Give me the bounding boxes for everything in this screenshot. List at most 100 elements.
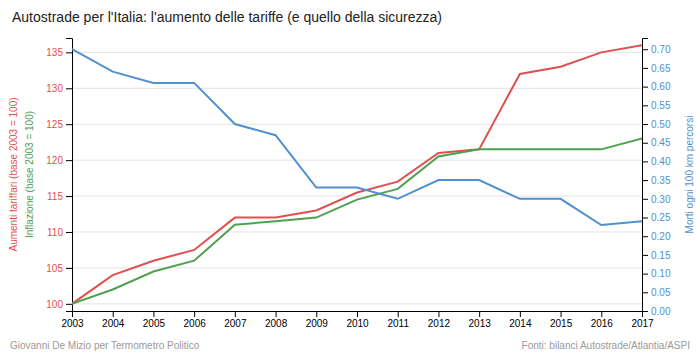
tick-label: 125 (46, 119, 63, 130)
tick-label: 115 (47, 191, 63, 202)
tick: 0.40 (642, 156, 671, 167)
tick: 2011 (387, 311, 409, 329)
tick-mark (66, 232, 72, 233)
tick-mark (438, 311, 439, 317)
tick: 2007 (224, 311, 247, 329)
tick: 110 (47, 227, 72, 238)
tick-mark (642, 68, 648, 69)
grid-line (72, 88, 642, 89)
tick-label: 2011 (387, 318, 409, 329)
tick: 105 (46, 263, 72, 274)
x-axis: 2003200420052006200720082009201020112012… (61, 311, 654, 329)
tick: 2015 (550, 311, 573, 329)
y2-axis: 0.000.050.100.150.200.250.300.350.400.45… (642, 39, 671, 317)
tick: 0.70 (642, 44, 671, 55)
grid-line (72, 231, 642, 232)
tick: 0.10 (642, 268, 671, 279)
tick: 0.45 (642, 137, 671, 148)
tick-label: 0.10 (651, 268, 671, 279)
tick-label: 0.30 (651, 194, 671, 205)
tick-mark (642, 274, 648, 275)
chart: 2003200420052006200720082009201020112012… (0, 0, 700, 355)
tick: 2008 (265, 311, 288, 329)
plot: 2003200420052006200720082009201020112012… (46, 39, 671, 330)
tick-label: 0.50 (651, 119, 671, 130)
tick-mark (642, 236, 648, 237)
tick-label: 0.55 (651, 100, 671, 111)
tick: 0.65 (642, 63, 671, 74)
tick-mark (642, 143, 648, 144)
footnote: Giovanni De Mizio per Termometro Politic… (10, 340, 200, 351)
tick-label: 135 (46, 47, 63, 58)
tick: 130 (46, 83, 72, 94)
tick: 115 (47, 191, 72, 202)
tick-label: 2015 (550, 318, 573, 329)
tick: 2003 (61, 311, 84, 329)
tick-mark (642, 87, 648, 88)
tick-label: 2003 (61, 318, 84, 329)
tick-mark (66, 304, 72, 305)
axis-label: Inflazione (base 2003 = 100) (24, 111, 35, 238)
tick: 2016 (591, 311, 614, 329)
tick: 0.25 (642, 212, 671, 223)
tick-label: 0.70 (651, 44, 671, 55)
series-line (72, 139, 642, 304)
title: Autostrade per l'Italia: l'aumento delle… (12, 9, 442, 25)
tick: 2006 (184, 311, 207, 329)
tick-mark (66, 88, 72, 89)
axis-label: Aumenti tariffari (base 2003 = 100) (8, 97, 19, 251)
grid-line (72, 160, 642, 161)
tick-label: 100 (46, 299, 63, 310)
tick-mark (642, 255, 648, 256)
tick: 0.60 (642, 81, 671, 92)
tick-mark (642, 180, 648, 181)
tick: 2004 (102, 311, 125, 329)
tick-mark (316, 311, 317, 317)
tick-mark (642, 105, 648, 106)
tick-label: 105 (46, 263, 63, 274)
tick: 125 (46, 119, 72, 130)
tick: 2013 (469, 311, 492, 329)
grid-line (72, 196, 642, 197)
tick: 0.00 (642, 306, 671, 317)
tick-mark (66, 52, 72, 53)
tick-label: 2006 (184, 318, 207, 329)
tick: 2010 (346, 311, 369, 329)
tick-mark (642, 218, 648, 219)
tick-label: 2004 (102, 318, 125, 329)
tick-label: 0.40 (651, 156, 671, 167)
tick: 100 (46, 299, 72, 310)
tick-mark (642, 292, 648, 293)
tick-mark (561, 311, 562, 317)
grid-line (72, 52, 642, 53)
tick-mark (398, 311, 399, 317)
tick: 0.20 (642, 231, 671, 242)
tick: 2014 (509, 311, 532, 329)
tick: 0.30 (642, 194, 671, 205)
tick-label: 2017 (631, 318, 654, 329)
tick-label: 0.15 (651, 250, 671, 261)
tick: 2005 (143, 311, 166, 329)
tick-mark (601, 311, 602, 317)
tick-label: 0.45 (651, 137, 671, 148)
axis-line (66, 39, 73, 312)
tick-label: 120 (46, 155, 63, 166)
tick-label: 0.20 (651, 231, 671, 242)
tick-mark (66, 268, 72, 269)
tick-mark (642, 124, 648, 125)
tick-label: 0.25 (651, 212, 671, 223)
tick-mark (479, 311, 480, 317)
tick-mark (642, 199, 648, 200)
tick-label: 2014 (509, 318, 532, 329)
tick-mark (642, 311, 648, 312)
tick: 0.05 (642, 287, 671, 298)
tick-label: 2008 (265, 318, 288, 329)
tick-label: 2016 (591, 318, 614, 329)
series-group (72, 45, 642, 304)
tick-label: 0.05 (651, 287, 671, 298)
tick-label: 130 (46, 83, 63, 94)
tick-mark (520, 311, 521, 317)
axis-line (73, 312, 643, 318)
tick-mark (235, 311, 236, 317)
tick-label: 0.65 (651, 63, 671, 74)
